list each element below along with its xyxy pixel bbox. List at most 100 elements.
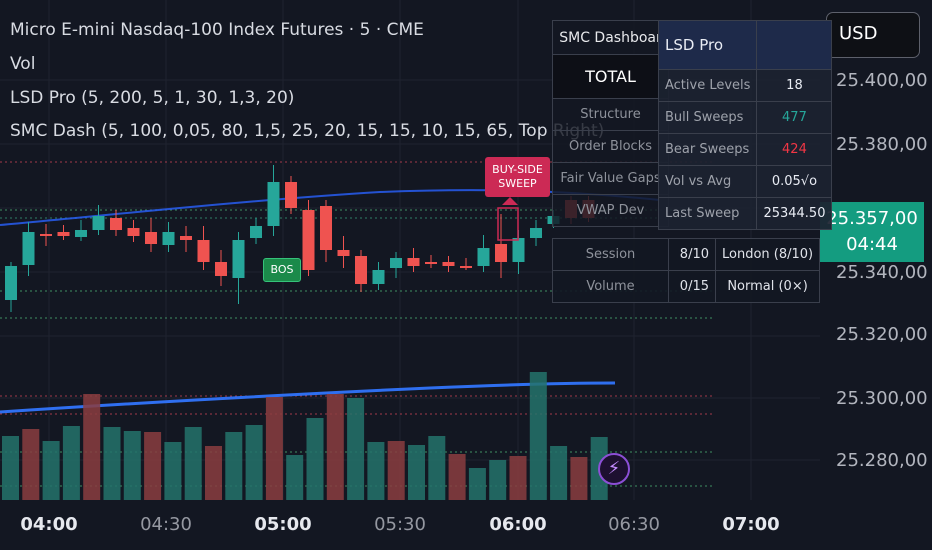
candle-body — [250, 226, 262, 238]
volume-bar — [22, 429, 40, 500]
time-label: 07:00 — [722, 514, 780, 535]
candle-body — [477, 248, 490, 266]
volume-bar — [103, 427, 121, 500]
smc-dashboard-bottom-table: Session 8/10 London (8/10) Volume 0/15 N… — [552, 238, 821, 303]
lsd-row-value: 0.05√o — [756, 165, 833, 198]
volume-bar — [265, 397, 283, 500]
smc-row-label: Order Blocks — [552, 130, 669, 163]
candle-body — [512, 238, 525, 262]
volume-bar — [347, 398, 365, 500]
lsd-row-value: 18 — [756, 69, 833, 102]
volume-bar — [42, 441, 60, 500]
lsd-row-label: Bear Sweeps — [657, 133, 758, 166]
smc-volume-label: Volume — [552, 270, 669, 303]
candle-body — [267, 182, 280, 226]
lsd-row-value: 25344.50 — [756, 197, 833, 230]
volume-bar — [489, 460, 507, 500]
sweep-arrow — [502, 197, 518, 205]
current-price: 25.357,00 — [826, 208, 918, 229]
volume-bar — [286, 455, 304, 500]
candle-body — [285, 182, 297, 208]
volume-bar — [184, 427, 202, 500]
smc-dashboard-table: SMC Dashboar TOTAL Structure Order Block… — [552, 20, 669, 227]
volume-bar — [448, 454, 466, 500]
volume-bar — [468, 468, 486, 500]
lsd-row-value: 424 — [756, 133, 833, 166]
time-label: 06:00 — [489, 514, 547, 535]
candle-body — [320, 206, 332, 250]
lsd-pro-title: LSD Pro — [657, 20, 758, 70]
candle-body — [442, 262, 455, 266]
volume-bar — [428, 436, 446, 500]
candle-body — [22, 232, 35, 265]
volume-bar — [123, 431, 141, 500]
bar-countdown: 04:44 — [846, 234, 898, 255]
volume-bar — [245, 425, 263, 500]
candle-body — [197, 240, 210, 262]
volume-bar — [408, 445, 425, 500]
price-label: 25.340,00 — [836, 262, 928, 283]
candle-body — [145, 232, 157, 244]
time-label: 04:00 — [20, 514, 78, 535]
volume-bar — [225, 432, 243, 500]
candle-body — [92, 216, 105, 230]
time-label: 05:30 — [374, 514, 426, 535]
candle-body — [337, 250, 350, 256]
volume-bar — [550, 446, 568, 500]
candle-body — [232, 240, 245, 278]
vol-indicator-label[interactable]: Vol — [10, 54, 36, 74]
candle-body — [495, 244, 507, 262]
smc-row-label: VWAP Dev — [552, 194, 669, 227]
lsd-row-value: 477 — [756, 101, 833, 134]
smc-dashboard-title: SMC Dashboar — [552, 20, 669, 55]
smc-volume-value: Normal (0×) — [714, 270, 821, 303]
currency-button[interactable]: USD — [826, 12, 920, 58]
time-label: 06:30 — [608, 514, 660, 535]
volume-bar — [2, 436, 19, 500]
candle-body — [162, 232, 175, 245]
volume-bar — [62, 426, 80, 500]
price-label: 25.320,00 — [836, 324, 928, 345]
candle-body — [180, 236, 192, 240]
smc-volume-score: 0/15 — [668, 270, 716, 303]
volume-bar — [387, 441, 405, 500]
smc-indicator-label[interactable]: SMC Dash (5, 100, 0,05, 80, 1,5, 25, 20,… — [10, 121, 605, 141]
smc-session-value: London (8/10) — [714, 238, 821, 271]
candle-body — [110, 218, 122, 230]
volume-bar — [570, 457, 588, 500]
price-label: 25.300,00 — [836, 388, 928, 409]
candle-body — [390, 258, 402, 268]
symbol-title[interactable]: Micro E-mini Nasdaq-100 Index Futures · … — [10, 20, 424, 40]
smc-session-score: 8/10 — [668, 238, 716, 271]
price-label: 25.280,00 — [836, 450, 928, 471]
candle-body — [5, 266, 17, 300]
volume-bar — [326, 394, 344, 500]
volume-bar — [306, 418, 324, 500]
lightning-icon[interactable]: ⚡ — [598, 453, 630, 485]
candle-body — [425, 262, 437, 264]
sweep-label-line1: BUY-SIDE — [492, 163, 543, 176]
lsd-row-label: Vol vs Avg — [657, 165, 758, 198]
candle-body — [302, 210, 315, 270]
lsd-indicator-label[interactable]: LSD Pro (5, 200, 5, 1, 30, 1,3, 20) — [10, 88, 295, 108]
volume-bar — [205, 446, 222, 500]
sweep-label-line2: SWEEP — [498, 177, 537, 190]
candle-body — [215, 262, 227, 276]
buy-side-sweep-marker: BUY-SIDE SWEEP — [485, 157, 550, 197]
current-price-badge: 25.357,00 04:44 — [820, 202, 924, 262]
bos-marker: BOS — [263, 258, 301, 282]
candle-body — [355, 256, 367, 284]
smc-total-label: TOTAL — [552, 54, 669, 99]
candle-body — [460, 266, 472, 268]
candle-body — [40, 234, 52, 236]
candle-body — [127, 228, 140, 236]
lsd-row-label: Bull Sweeps — [657, 101, 758, 134]
candle-body — [530, 228, 542, 238]
candle-body — [57, 232, 70, 236]
time-label: 04:30 — [140, 514, 192, 535]
price-label: 25.400,00 — [836, 70, 928, 91]
sweep-box — [497, 207, 519, 241]
lsd-pro-table: LSD Pro Active Levels 18 Bull Sweeps 477… — [657, 20, 833, 230]
lsd-row-label: Active Levels — [657, 69, 758, 102]
volume-ma-line — [0, 381, 616, 414]
